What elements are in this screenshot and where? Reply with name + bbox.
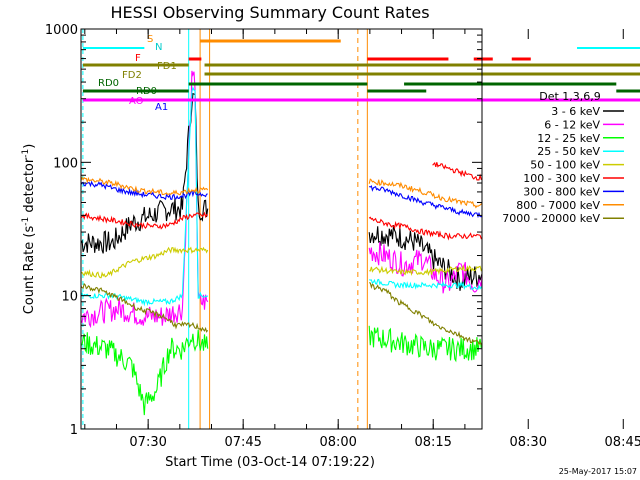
flag-label: FD2 (122, 70, 142, 81)
y-label-prefix: Count Rate (s (22, 226, 37, 315)
y-tick-label: 100 (53, 156, 78, 171)
series-line (368, 178, 482, 209)
x-tick-label: 07:45 (224, 435, 261, 450)
legend-label: 300 - 800 keV (523, 185, 600, 198)
series-line (368, 242, 482, 294)
flag-label: RD0 (98, 78, 119, 89)
series-line (81, 282, 209, 333)
x-tick-label: 07:30 (129, 435, 166, 450)
flag-label: A1 (155, 102, 168, 113)
y-axis-label: Count Rate (s-1 detector-1) (21, 144, 37, 315)
x-axis-label: Start Time (03-Oct-14 07:19:22) (165, 455, 375, 470)
series-line (369, 278, 482, 291)
series-line (369, 264, 482, 277)
series-line (81, 211, 208, 230)
legend-title: Det 1,3,6,9 (539, 90, 601, 103)
flag-label: FD1 (157, 61, 177, 72)
plot-frame (80, 28, 483, 430)
legend-label: 3 - 6 keV (551, 105, 600, 118)
x-tick-label: 08:15 (414, 435, 451, 450)
legend-label: 6 - 12 keV (544, 118, 600, 131)
y-tick-label: 1000 (45, 23, 78, 38)
y-tick-label: 1 (70, 423, 78, 438)
chart-title: HESSI Observing Summary Count Rates (110, 3, 429, 22)
y-tick-label: 10 (61, 290, 78, 305)
flag-label: N (155, 42, 162, 53)
legend-label: 12 - 25 keV (537, 132, 600, 145)
series-line (368, 325, 482, 363)
timestamp-label: 25-May-2017 15:07 (559, 467, 637, 476)
y-label-sup2: -1 (21, 149, 31, 158)
series-line (81, 329, 209, 416)
series-line (369, 282, 482, 346)
legend-label: 50 - 100 keV (530, 159, 600, 172)
legend-label: 25 - 50 keV (537, 145, 600, 158)
flag-label: RD0 (136, 86, 157, 97)
x-tick-label: 08:45 (605, 435, 640, 450)
flag-label: S (147, 34, 153, 45)
legend-label: 7000 - 20000 keV (502, 212, 600, 225)
series-line (620, 261, 640, 278)
series-line (81, 92, 209, 254)
x-tick-label: 08:00 (319, 435, 356, 450)
series-line (368, 216, 482, 241)
flag-label: AO (129, 96, 144, 107)
series-line (368, 185, 482, 219)
series-line (432, 161, 482, 181)
series-line (81, 176, 209, 196)
legend-label: 100 - 300 keV (523, 172, 600, 185)
series-line (368, 224, 482, 291)
series-line (81, 180, 208, 201)
y-label-sup1: -1 (21, 217, 31, 226)
x-tick-label: 08:30 (510, 435, 547, 450)
series-line (620, 236, 640, 251)
legend-label: 800 - 7000 keV (516, 199, 600, 212)
series-line (620, 306, 640, 319)
y-label-suffix: ) (22, 144, 37, 149)
flag-label: F (135, 53, 141, 64)
series-line (620, 340, 640, 375)
series-line (81, 86, 209, 307)
y-label-mid: detector (22, 157, 37, 217)
series-line (81, 246, 209, 279)
